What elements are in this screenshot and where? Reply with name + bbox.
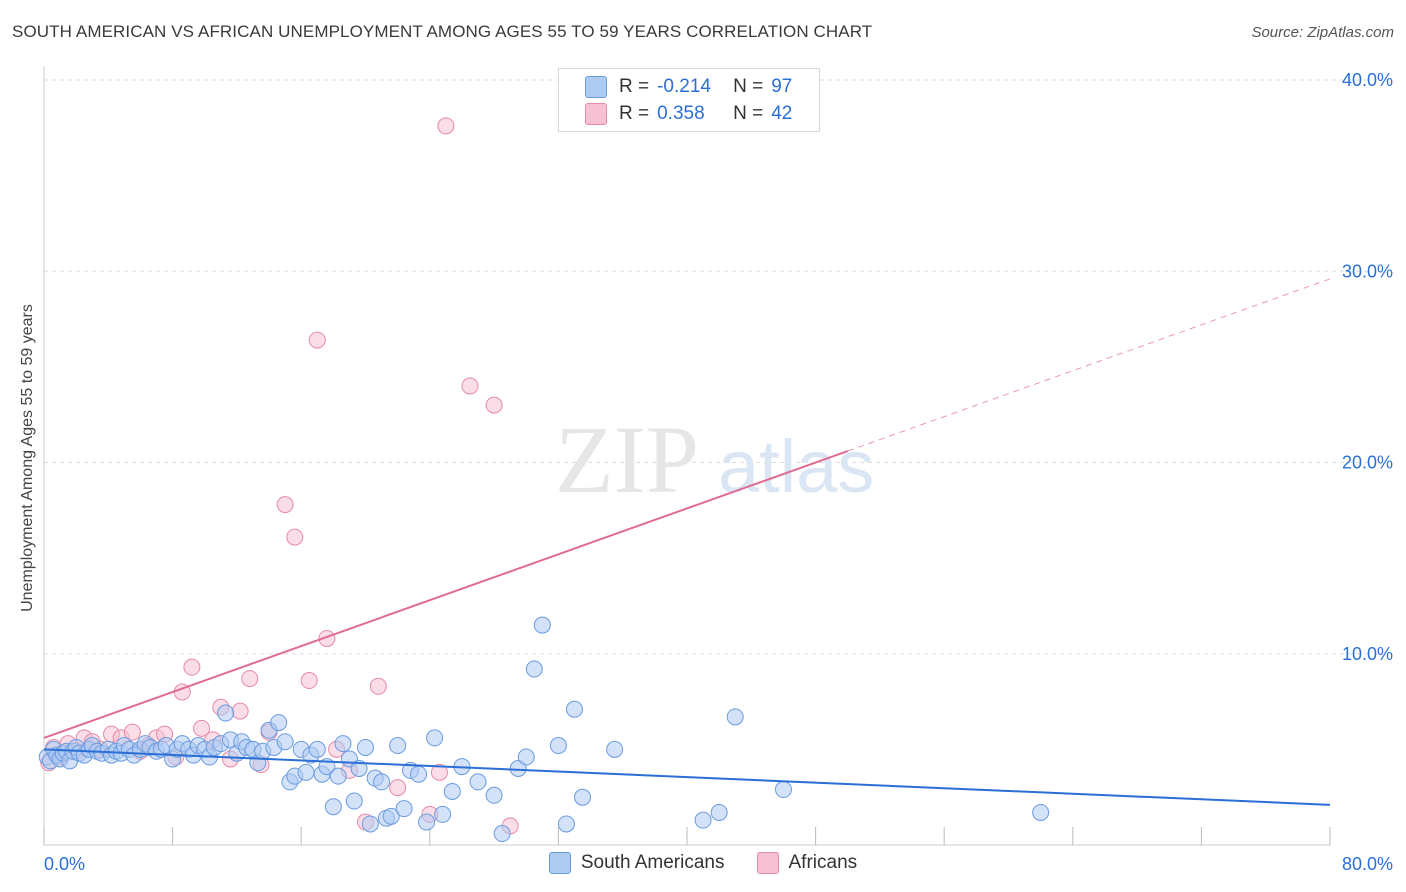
chart-title: SOUTH AMERICAN VS AFRICAN UNEMPLOYMENT A… <box>12 22 873 41</box>
african-point <box>437 117 455 135</box>
watermark: ZIP atlas <box>555 406 874 513</box>
south-american-point <box>297 763 315 781</box>
y-tick-label: 20.0% <box>1342 453 1393 473</box>
african-point <box>461 377 479 395</box>
african-point <box>193 719 211 737</box>
tick-labels: 10.0% 20.0% 30.0% 40.0% 0.0% 80.0% <box>44 70 1393 874</box>
series-legend: South Americans Africans <box>0 852 1406 874</box>
series-legend-african[interactable]: Africans <box>756 852 858 874</box>
south-american-point <box>557 815 575 833</box>
y-tick-label: 10.0% <box>1342 644 1393 664</box>
legend-swatch-south <box>585 76 607 98</box>
south-american-point <box>395 800 413 818</box>
south-american-point <box>308 740 326 758</box>
south-american-point <box>357 738 374 756</box>
gridlines <box>44 79 1370 655</box>
south-american-point <box>217 704 235 722</box>
south-american-point <box>329 767 347 785</box>
south-american-point <box>549 737 567 755</box>
series-swatch-south <box>548 852 571 874</box>
y-tick-label: 30.0% <box>1342 261 1393 281</box>
source-label: Source: ZipAtlas.com <box>1251 24 1394 41</box>
x-tick-label: 0.0% <box>44 854 85 874</box>
african-point <box>241 670 259 688</box>
south-american-point <box>565 700 583 718</box>
series-swatch-african <box>756 852 779 874</box>
african-point <box>300 672 318 690</box>
south-american-point <box>710 803 728 821</box>
legend-south-n: 97 <box>771 76 793 97</box>
watermark-zip: ZIP <box>555 406 699 513</box>
legend-r-label: R = <box>619 103 650 124</box>
south-american-point <box>469 773 487 791</box>
south-american-point <box>485 786 503 804</box>
x-tick-label: 80.0% <box>1342 854 1393 874</box>
south-american-point <box>493 825 511 843</box>
south-american-point <box>389 737 407 755</box>
legend-n-label: N = <box>733 76 764 97</box>
south-american-point <box>345 792 363 810</box>
african-point <box>369 677 387 695</box>
series-label-south: South Americans <box>580 852 725 873</box>
legend-row-south: R = -0.214 N = 97 <box>585 73 792 101</box>
south-american-point <box>774 781 792 799</box>
south-american-point <box>606 740 624 758</box>
legend-african-r: 0.358 <box>657 103 705 124</box>
african-point <box>389 779 407 797</box>
south-american-point <box>533 616 551 634</box>
south-american-point <box>270 714 288 732</box>
south-american-trend-line <box>43 748 1331 806</box>
african-trend-extension <box>847 278 1331 452</box>
south-american-point <box>418 813 436 831</box>
south-american-point <box>276 733 294 751</box>
south-american-point <box>350 760 368 777</box>
african-point <box>276 496 294 514</box>
south-american-point <box>410 765 428 783</box>
south-american-point <box>334 735 352 753</box>
legend-r-label: R = <box>619 76 650 97</box>
south-american-point <box>434 805 452 823</box>
african-point <box>123 723 141 741</box>
south-american-point <box>517 748 535 766</box>
south-american-points <box>38 616 1050 843</box>
y-axis-label: Unemployment Among Ages 55 to 59 years <box>19 304 36 612</box>
african-trend-line <box>43 450 849 739</box>
legend-african-n: 42 <box>771 103 793 124</box>
y-tick-label: 40.0% <box>1342 70 1393 90</box>
south-american-point <box>574 788 592 806</box>
south-american-point <box>382 807 400 825</box>
axes <box>43 66 1331 846</box>
african-point <box>308 331 326 349</box>
south-american-point <box>726 708 744 726</box>
south-american-point <box>324 798 342 816</box>
series-legend-south[interactable]: South Americans <box>548 852 725 874</box>
african-point <box>231 702 249 720</box>
legend-swatch-african <box>585 103 607 125</box>
south-american-point <box>426 729 444 747</box>
south-american-point <box>443 782 461 800</box>
south-american-point <box>1032 803 1050 821</box>
south-american-point <box>373 773 391 791</box>
south-american-point <box>694 811 712 829</box>
south-american-point <box>525 660 543 678</box>
series-label-african: Africans <box>788 852 858 873</box>
correlation-legend: R = -0.214 N = 97 R = 0.358 N = 42 <box>558 68 820 132</box>
african-point <box>183 658 201 676</box>
african-point <box>430 763 448 781</box>
legend-row-african: R = 0.358 N = 42 <box>585 100 792 128</box>
african-point <box>485 396 503 414</box>
south-american-point <box>361 815 379 833</box>
trend-lines <box>43 278 1331 806</box>
african-point <box>286 528 304 546</box>
watermark-atlas: atlas <box>718 425 874 508</box>
legend-n-label: N = <box>733 103 764 124</box>
legend-south-r: -0.214 <box>657 76 711 97</box>
